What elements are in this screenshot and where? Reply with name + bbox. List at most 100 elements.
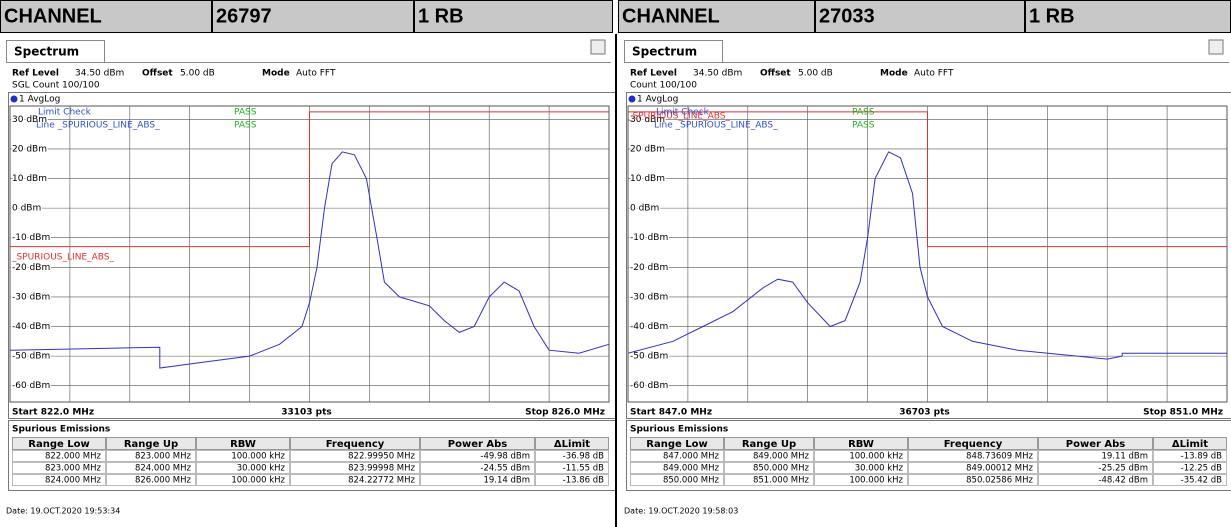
cell bbox=[535, 474, 609, 486]
cell-text: 100.000 kHz bbox=[231, 476, 285, 486]
y-tick-label: -30 dBm bbox=[12, 292, 50, 302]
cell bbox=[1038, 462, 1153, 474]
cell-text: 19.11 dBm bbox=[1101, 452, 1148, 462]
header-cell bbox=[815, 0, 1025, 33]
limit-check: Limit Check bbox=[656, 108, 710, 118]
y-tick-label: 0 dBm bbox=[12, 204, 41, 214]
header-cell bbox=[414, 0, 613, 33]
cell-text: 19.14 dBm bbox=[483, 476, 530, 486]
cell bbox=[814, 474, 908, 486]
cell-text: 100.000 kHz bbox=[849, 476, 903, 486]
trace bbox=[627, 151, 1227, 360]
limit bbox=[10, 111, 609, 248]
trace-label: 1 AvgLog bbox=[19, 95, 60, 105]
frame bbox=[626, 92, 1231, 419]
y-tick-label: -50 dBm bbox=[630, 352, 668, 362]
col-header bbox=[196, 437, 290, 450]
col-header bbox=[1038, 437, 1153, 450]
info: 5.00 dB bbox=[180, 69, 215, 79]
header-text: CHANNEL bbox=[622, 5, 720, 27]
cell-text: -49.98 dBm bbox=[480, 452, 530, 462]
info: Offset bbox=[142, 69, 173, 79]
header-text: 27033 bbox=[819, 5, 875, 27]
limit-check-result: PASS bbox=[234, 108, 257, 118]
info: 34.50 dBm bbox=[75, 69, 124, 79]
cell bbox=[1153, 450, 1227, 462]
y-tick-label: -40 dBm bbox=[12, 322, 50, 332]
col-header bbox=[12, 437, 106, 450]
info: Auto FFT bbox=[296, 69, 336, 79]
cell bbox=[724, 450, 814, 462]
y-tick-label: 0 dBm bbox=[630, 204, 659, 214]
limit-line-result: PASS bbox=[852, 121, 875, 131]
col-header-text: Range Up bbox=[742, 439, 796, 450]
tab bbox=[624, 40, 723, 63]
col-header bbox=[535, 437, 609, 450]
y-tick-label: -40 dBm bbox=[630, 322, 668, 332]
cell-text: 850.02586 MHz bbox=[966, 476, 1033, 486]
info: Ref Level bbox=[630, 69, 677, 79]
icon bbox=[590, 39, 606, 55]
info: Offset bbox=[760, 69, 791, 79]
cell-text: 824.000 MHz bbox=[135, 464, 192, 474]
cell-text: 823.000 MHz bbox=[45, 464, 102, 474]
cell-text: 30.000 kHz bbox=[855, 464, 904, 474]
cell-text: -13.86 dB bbox=[563, 476, 604, 486]
trace-dot bbox=[628, 95, 636, 103]
header-cell bbox=[212, 0, 414, 33]
limit bbox=[628, 111, 1227, 248]
col-header-text: RBW bbox=[848, 439, 874, 450]
cell bbox=[106, 462, 196, 474]
trace-label: 1 AvgLog bbox=[637, 95, 678, 105]
cell-text: 826.000 MHz bbox=[135, 476, 192, 486]
cell-text: -24.55 dBm bbox=[480, 464, 530, 474]
pts: 33103 pts bbox=[281, 408, 332, 418]
cell bbox=[630, 462, 724, 474]
col-header-text: ΔLimit bbox=[554, 439, 590, 450]
cell-text: 100.000 kHz bbox=[849, 452, 903, 462]
y-tick-label: 20 dBm bbox=[630, 144, 665, 154]
stop: Stop 826.0 MHz bbox=[525, 408, 605, 418]
cell bbox=[196, 450, 290, 462]
count: Count 100/100 bbox=[630, 81, 697, 91]
col-header-text: Power Abs bbox=[448, 439, 508, 450]
y-tick-label: -10 dBm bbox=[630, 233, 668, 243]
cell-text: 822.000 MHz bbox=[45, 452, 102, 462]
tab-title: Spectrum bbox=[14, 45, 79, 59]
cell-text: 824.000 MHz bbox=[45, 476, 102, 486]
col-header-text: Frequency bbox=[326, 439, 385, 450]
cell-text: -25.25 dBm bbox=[1098, 464, 1148, 474]
cell bbox=[12, 462, 106, 474]
cell-text: -36.98 dB bbox=[563, 452, 604, 462]
cell bbox=[814, 450, 908, 462]
y-tick-label: 30 dBm bbox=[630, 115, 665, 125]
y-tick-label: -60 dBm bbox=[12, 381, 50, 391]
cell bbox=[1038, 474, 1153, 486]
col-header-text: Range Low bbox=[28, 439, 89, 450]
limit-check-result: PASS bbox=[852, 108, 875, 118]
cell bbox=[420, 462, 535, 474]
col-header bbox=[814, 437, 908, 450]
cell bbox=[12, 474, 106, 486]
count: SGL Count 100/100 bbox=[12, 81, 100, 91]
header-text: 1 RB bbox=[1029, 5, 1075, 27]
cell bbox=[724, 474, 814, 486]
header-text: 26797 bbox=[216, 5, 272, 27]
cell bbox=[290, 474, 420, 486]
date: Date: 19.OCT.2020 19:53:34 bbox=[6, 507, 120, 516]
table-title: Spurious Emissions bbox=[630, 425, 728, 435]
y-tick-label: -60 dBm bbox=[630, 381, 668, 391]
cell bbox=[420, 474, 535, 486]
cell bbox=[908, 462, 1038, 474]
cell bbox=[12, 450, 106, 462]
tab-title: Spectrum bbox=[632, 45, 697, 59]
limit-line: Line _SPURIOUS_LINE_ABS_ bbox=[36, 121, 160, 131]
col-header bbox=[420, 437, 535, 450]
cell bbox=[630, 450, 724, 462]
cell-text: 822.99950 MHz bbox=[348, 452, 415, 462]
header-cell bbox=[618, 0, 815, 33]
info: 34.50 dBm bbox=[693, 69, 742, 79]
y-tick-label: -20 dBm bbox=[12, 263, 50, 273]
y-tick-label: -10 dBm bbox=[12, 233, 50, 243]
